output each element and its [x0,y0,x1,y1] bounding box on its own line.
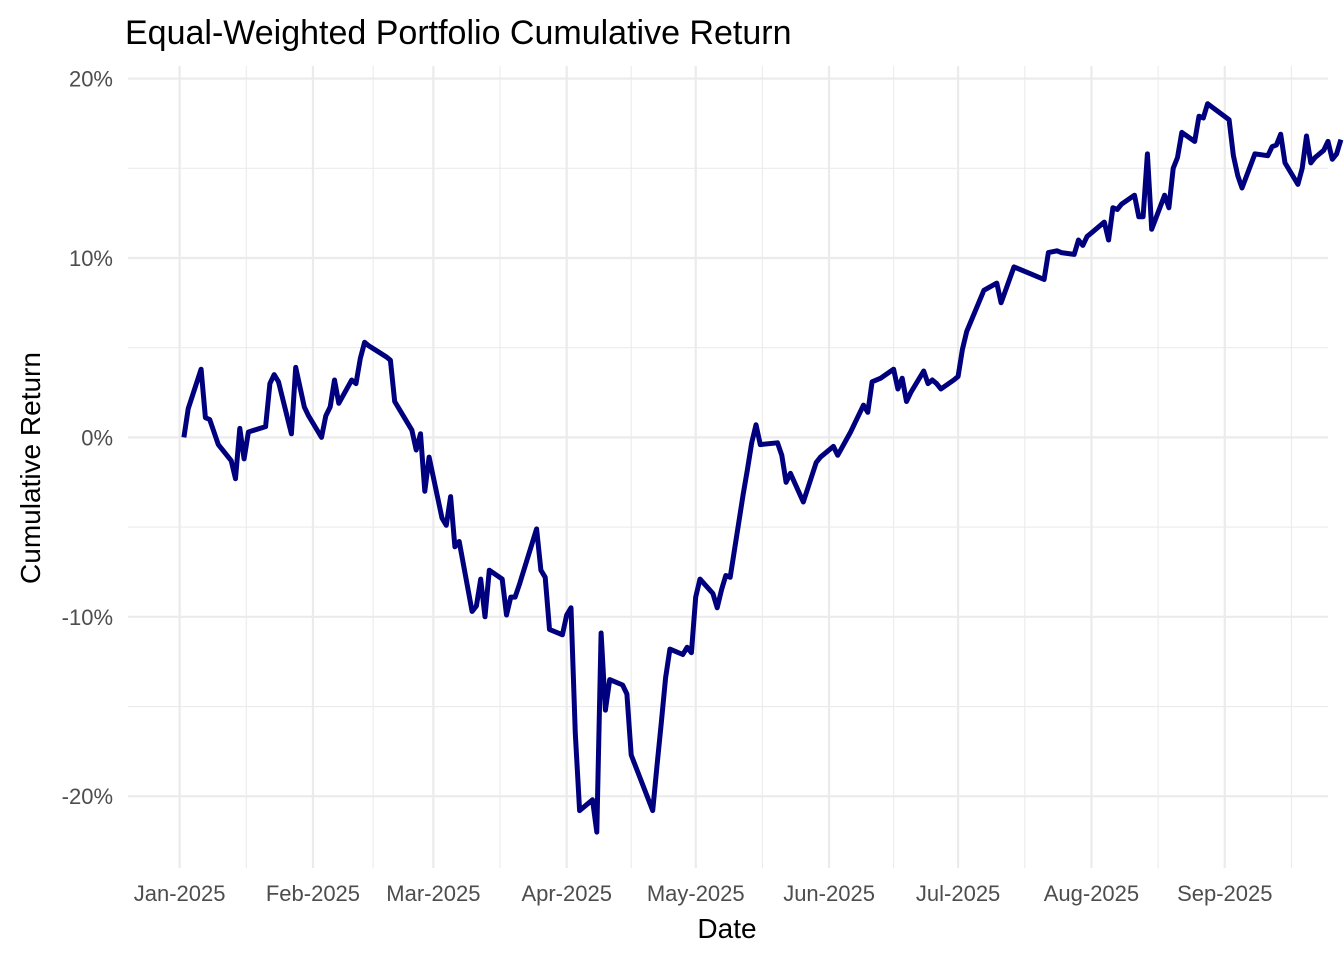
x-tick-label: Feb-2025 [266,881,360,906]
series-layer [181,101,1344,835]
x-tick-label: Apr-2025 [521,881,612,906]
y-tick-label: 10% [69,246,113,271]
x-axis-title: Date [697,913,756,944]
y-tick-label: 0% [81,425,113,450]
series-line [181,101,1344,835]
y-tick-label: 20% [69,67,113,92]
x-tick-label: Aug-2025 [1044,881,1139,906]
x-tick-label: Sep-2025 [1177,881,1272,906]
y-axis-title: Cumulative Return [15,352,46,584]
y-tick-label: -10% [62,605,113,630]
chart-title: Equal-Weighted Portfolio Cumulative Retu… [125,14,792,52]
grid-lines [128,66,1328,868]
tick-labels: -20% -10% 0% 10% 20% Jan-2025 Feb-2025 Mar-2025… [62,67,1273,906]
x-tick-label: Mar-2025 [386,881,480,906]
x-tick-label: Jun-2025 [783,881,875,906]
x-tick-label: Jul-2025 [916,881,1000,906]
y-tick-label: -20% [62,784,113,809]
x-tick-label: May-2025 [647,881,745,906]
x-tick-label: Jan-2025 [134,881,226,906]
